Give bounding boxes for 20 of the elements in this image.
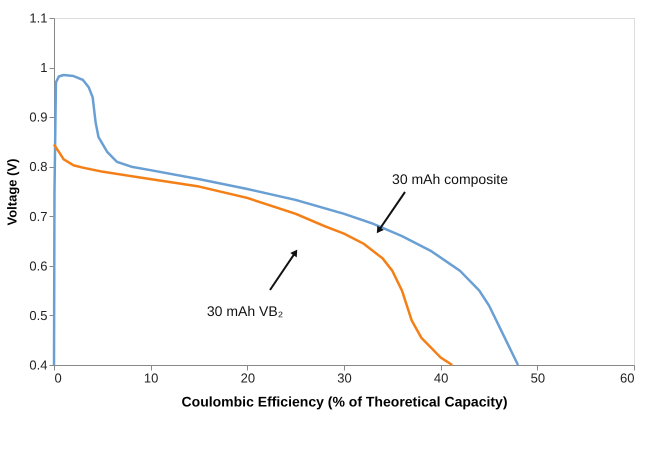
y-tick-label: 0.4 (29, 358, 48, 372)
x-tick-label: 40 (434, 370, 448, 386)
x-tick-label: 20 (240, 370, 256, 386)
x-tick-label: 60 (620, 370, 634, 386)
x-axis-title: Coulombic Efficiency (% of Theoretical Capacity) (182, 394, 508, 410)
x-tick-label: 0 (54, 370, 62, 386)
x-tick-label: 30 (337, 370, 352, 386)
x-tick-label: 10 (144, 370, 158, 386)
y-tick-label: 0.9 (29, 110, 48, 125)
line-series (52, 74, 520, 366)
y-axis-title: Voltage (V) (4, 158, 20, 226)
y-tick-label: 0.5 (29, 308, 48, 323)
x-tick-label: 50 (530, 370, 546, 386)
annotation: 30 mAh composite (392, 171, 508, 187)
y-tick-label: 0.8 (29, 159, 48, 174)
y-tick-label: 0.6 (29, 258, 48, 274)
y-tick-label: 1 (40, 60, 48, 76)
annotation: 30 mAh VB₂ (206, 303, 284, 319)
y-tick-label: 1.1 (29, 10, 48, 26)
y-tick-label: 0.7 (29, 208, 48, 224)
